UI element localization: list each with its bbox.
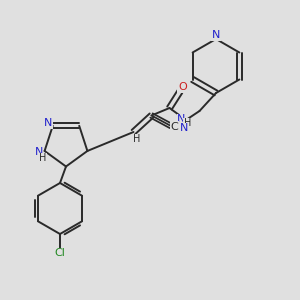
Text: H: H: [39, 154, 47, 164]
Text: Cl: Cl: [55, 248, 65, 259]
Text: H: H: [133, 134, 140, 145]
Text: N: N: [34, 148, 43, 158]
Text: N: N: [212, 30, 220, 40]
Text: N: N: [44, 118, 52, 128]
Text: N: N: [177, 114, 186, 124]
Text: H: H: [184, 118, 191, 128]
Text: N: N: [180, 123, 189, 134]
Text: C: C: [171, 122, 178, 132]
Text: O: O: [178, 82, 187, 92]
